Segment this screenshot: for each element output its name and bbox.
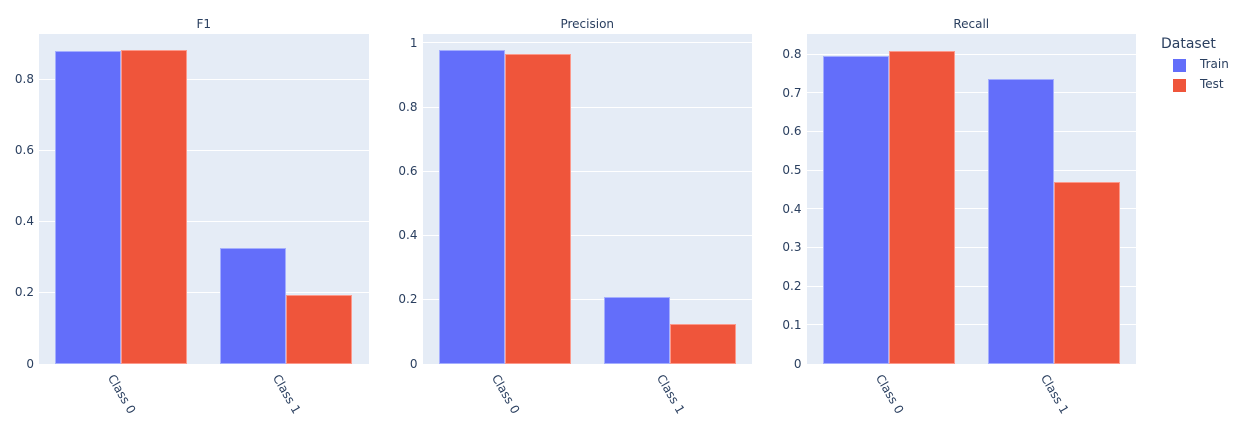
f1-bar-test-class-0[interactable]	[121, 50, 188, 364]
recall-subplot-title: Recall	[953, 17, 990, 31]
recall-ytick-label: 0.6	[782, 124, 802, 139]
legend-swatch-train	[1173, 59, 1186, 72]
precision-ytick-label: 0	[409, 356, 418, 371]
f1-xtick-label: Class 1	[270, 372, 304, 417]
precision-bar-train-class-1[interactable]	[603, 297, 670, 364]
recall-gridline	[806, 208, 1136, 210]
recall-bar-train-class-0[interactable]	[822, 55, 889, 364]
recall-gridline	[806, 92, 1136, 94]
precision-bar-test-class-1[interactable]	[669, 324, 736, 364]
precision-plot-area[interactable]	[422, 34, 752, 364]
precision-gridline	[422, 106, 752, 108]
f1-subplot-title: F1	[196, 17, 212, 31]
recall-gridline	[806, 169, 1136, 171]
f1-bar-train-class-0[interactable]	[55, 51, 122, 364]
recall-bar-train-class-1[interactable]	[987, 78, 1054, 364]
f1-bar-test-class-1[interactable]	[286, 294, 353, 364]
f1-gridline	[39, 149, 369, 151]
recall-ytick-label: 0.3	[782, 240, 802, 255]
recall-bar-test-class-1[interactable]	[1053, 181, 1120, 364]
f1-gridline	[39, 291, 369, 293]
precision-xtick-label: Class 0	[488, 372, 523, 417]
precision-gridline	[422, 42, 752, 44]
precision-ytick-label: 0.2	[398, 292, 418, 307]
f1-gridline	[39, 220, 369, 222]
f1-gridline	[39, 78, 369, 80]
f1-ytick-label: 0.2	[14, 285, 34, 300]
recall-gridline	[806, 246, 1136, 248]
precision-ytick-label: 0.6	[398, 164, 418, 179]
precision-bar-test-class-0[interactable]	[504, 53, 571, 364]
f1-bar-train-class-1[interactable]	[220, 247, 287, 364]
recall-ytick-label: 0.7	[782, 85, 802, 100]
f1-xtick-label: Class 0	[105, 372, 139, 417]
recall-ytick-label: 0.2	[782, 279, 802, 294]
legend-item-train[interactable]: Train	[1161, 56, 1229, 76]
f1-ytick-label: 0	[26, 356, 34, 371]
precision-subplot-title: Precision	[560, 17, 615, 31]
recall-gridline	[806, 53, 1136, 55]
recall-ytick-label: 0.4	[782, 201, 802, 216]
legend-title: Dataset	[1161, 36, 1216, 52]
recall-ytick-label: 0	[793, 356, 802, 371]
recall-plot-area[interactable]	[806, 34, 1136, 364]
precision-ytick-label: 0.4	[398, 228, 418, 243]
legend-label-test: Test	[1200, 77, 1224, 91]
f1-ytick-label: 0.4	[14, 214, 34, 229]
precision-ytick-label: 1	[409, 35, 418, 50]
precision-gridline	[422, 298, 752, 300]
legend-label-train: Train	[1200, 57, 1229, 71]
recall-xtick-label: Class 1	[1037, 372, 1072, 417]
precision-xtick-label: Class 1	[653, 372, 688, 417]
recall-gridline	[806, 285, 1136, 287]
f1-ytick-label: 0.6	[14, 143, 34, 158]
recall-ytick-label: 0.8	[782, 47, 802, 62]
f1-ytick-label: 0.8	[14, 72, 34, 87]
recall-gridline	[806, 130, 1136, 132]
recall-ytick-label: 0.5	[782, 163, 802, 178]
recall-gridline	[806, 324, 1136, 326]
precision-gridline	[422, 234, 752, 236]
precision-gridline	[422, 170, 752, 172]
recall-bar-test-class-0[interactable]	[888, 51, 955, 364]
precision-bar-train-class-0[interactable]	[438, 50, 505, 364]
legend-item-test[interactable]: Test	[1161, 76, 1224, 96]
legend: Dataset Train Test	[1161, 36, 1229, 96]
legend-swatch-test	[1173, 79, 1186, 92]
precision-ytick-label: 0.8	[398, 100, 418, 115]
recall-xtick-label: Class 0	[872, 372, 907, 417]
f1-plot-area[interactable]	[39, 34, 369, 364]
recall-ytick-label: 0.1	[782, 317, 802, 332]
